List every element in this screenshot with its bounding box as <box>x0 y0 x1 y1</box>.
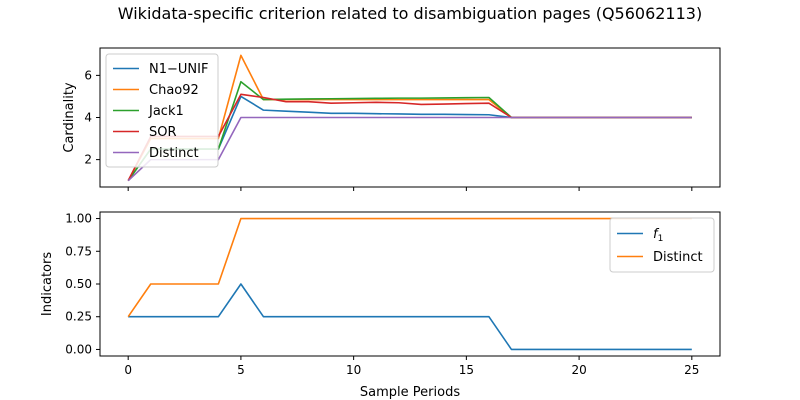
x-tick-label: 25 <box>684 363 699 377</box>
legend-label: Distinct <box>653 250 703 265</box>
legend-box <box>609 217 715 273</box>
series-line-f1 <box>128 283 692 351</box>
x-tick-label: 5 <box>237 363 245 377</box>
legend: f1 Distinct <box>609 217 715 273</box>
legend-label: f1 <box>653 227 663 244</box>
y-tick-label: 0.25 <box>65 310 92 324</box>
x-tick-label: 15 <box>459 363 474 377</box>
chart-title: Wikidata-specific criterion related to d… <box>118 4 702 23</box>
y-tick-label: 0.75 <box>65 244 92 258</box>
legend-label: SOR <box>149 125 177 140</box>
y-axis-label: Cardinality <box>62 82 77 153</box>
x-tick-label: 10 <box>346 363 361 377</box>
series-line-distinct <box>127 116 692 182</box>
y-axis-label: Indicators <box>40 252 55 316</box>
legend: N1−UNIF Chao92 Jack1 SOR Distinct <box>105 53 219 168</box>
panel-2: 0 5 10 15 20 25 0.00 0.25 0.50 0.75 1.00 Indicators… <box>40 211 721 400</box>
legend-label: Jack1 <box>148 104 184 119</box>
y-tick-label: 4 <box>84 111 92 125</box>
x-tick-label: 0 <box>124 363 132 377</box>
panel-1: 2 4 6 Cardinality N1−UNIF Chao92 Jack1 SOR Disti… <box>62 47 721 191</box>
y-tick-label: 2 <box>84 153 92 167</box>
legend-label: Distinct <box>149 146 199 161</box>
y-tick-label: 6 <box>84 68 92 82</box>
x-tick-label: 20 <box>571 363 586 377</box>
x-axis-label: Sample Periods <box>360 385 460 400</box>
series-line-distinct <box>127 217 692 318</box>
y-tick-label: 0.00 <box>65 342 92 356</box>
y-tick-label: 1.00 <box>65 212 92 226</box>
legend-box <box>105 53 219 168</box>
legend-label: N1−UNIF <box>149 62 208 77</box>
y-tick-label: 0.50 <box>65 277 92 291</box>
legend-label: Chao92 <box>149 83 199 98</box>
